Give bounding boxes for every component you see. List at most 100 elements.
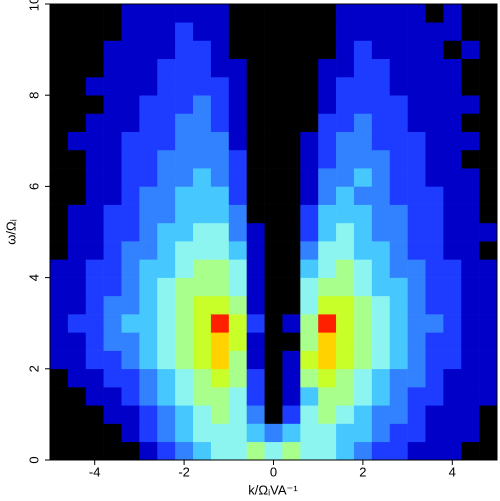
heatmap-cell [318,441,337,461]
heatmap-cell [407,4,426,23]
heatmap-cell [461,368,480,388]
heatmap-cell [318,76,337,96]
heatmap-cell [461,22,480,41]
heatmap-cell [246,4,265,23]
heatmap-cell [175,277,194,297]
heatmap-cell [85,259,104,278]
heatmap-cell [228,332,247,351]
heatmap-cell [157,405,176,424]
heatmap-cell [479,259,498,278]
heatmap-cell [282,387,301,406]
heatmap-cell [389,95,408,114]
heatmap-cell [264,149,283,169]
heatmap-cell [157,314,176,333]
heatmap-cell [157,368,176,388]
heatmap-cell [121,441,140,461]
heatmap-cell [336,332,355,351]
heatmap-cell [389,222,408,242]
heatmap-cell [67,186,87,205]
heatmap-cell [425,4,444,23]
heatmap-cell [353,95,373,114]
heatmap-cell [318,423,337,443]
heatmap-cell [210,149,230,169]
heatmap-cell [175,387,194,406]
heatmap-cell [246,241,265,260]
heatmap-cell [407,222,426,242]
heatmap-cell [407,350,426,370]
heatmap-cell [371,222,391,242]
heatmap-cell [85,149,104,169]
heatmap-cell [50,295,69,315]
heatmap-cell [121,387,140,406]
heatmap-cell [425,405,444,424]
heatmap-cell [479,222,498,242]
heatmap-cell [461,295,480,315]
heatmap-cell [461,277,480,297]
heatmap-cell [103,204,122,224]
heatmap-cell [264,58,283,78]
heatmap-cell [282,76,301,96]
heatmap-cell [193,350,212,370]
heatmap-cell [175,131,194,151]
heatmap-cell [264,222,283,242]
heatmap-cell [193,368,212,388]
heatmap-cell [50,76,69,96]
heatmap-cell [425,58,444,78]
heatmap-cell [139,40,158,60]
y-tick-label: 8 [26,92,41,99]
heatmap-cell [67,314,87,333]
heatmap-cell [67,295,87,315]
heatmap-cell [139,441,158,461]
heatmap-cell [121,204,140,224]
heatmap-cell [121,58,140,78]
heatmap-cell [103,259,122,278]
heatmap-cell [228,113,247,132]
heatmap-cell [479,113,498,132]
heatmap-cell [282,368,301,388]
heatmap-cell [389,131,408,151]
heatmap-cell [479,168,498,187]
heatmap-cell [103,22,122,41]
y-axis-label: ω/Ωᵢ [3,219,18,245]
heatmap-cell [300,131,319,151]
heatmap-cell [300,277,319,297]
heatmap-cell [479,131,498,151]
heatmap-cell [85,441,104,461]
heatmap-cell [85,387,104,406]
heatmap-cell [300,441,319,461]
heatmap-cell [210,40,230,60]
heatmap-cell [210,405,230,424]
heatmap-cell [425,441,444,461]
heatmap-cell [210,58,230,78]
heatmap-cell [175,222,194,242]
heatmap-cell [389,186,408,205]
heatmap-cell [371,423,391,443]
heatmap-cell [282,4,301,23]
heatmap-cell [193,314,212,333]
heatmap-cell [157,4,176,23]
heatmap-cell [353,405,373,424]
heatmap-cell [210,22,230,41]
heatmap-cell [50,186,69,205]
heatmap-cell [228,222,247,242]
heatmap-cell [193,113,212,132]
heatmap-cell [389,22,408,41]
heatmap-cell [246,76,265,96]
heatmap-cell [282,131,301,151]
heatmap-cell [157,131,176,151]
heatmap-cell [85,22,104,41]
y-tick-label: 0 [26,456,41,463]
heatmap-cell [461,58,480,78]
heatmap-cell [336,40,355,60]
heatmap-cell [85,405,104,424]
heatmap-cell [50,259,69,278]
heatmap-cell [461,40,480,60]
heatmap-cell [175,441,194,461]
heatmap-cell [67,168,87,187]
heatmap-cell [282,314,301,333]
heatmap-cell [175,149,194,169]
heatmap-cell [443,95,462,114]
heatmap-cell [425,40,444,60]
heatmap-cell [407,332,426,351]
heatmap-cell [389,259,408,278]
